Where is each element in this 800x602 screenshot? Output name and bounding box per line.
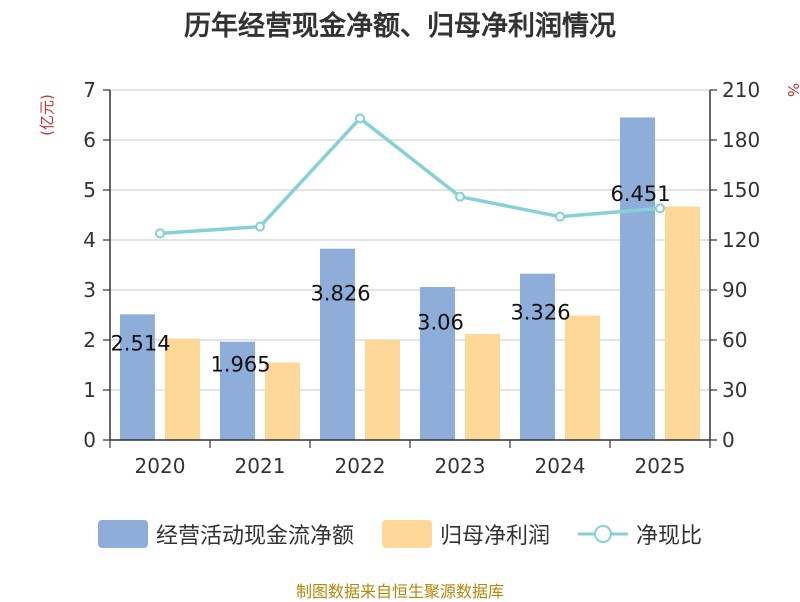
y-right-tick-label: 210: [722, 78, 760, 102]
data-label-cashflow: 2.514: [110, 331, 170, 355]
y-right-tick-label: 150: [722, 178, 760, 202]
y-right-axis-title: %: [784, 83, 800, 97]
bar-profit: [565, 315, 600, 440]
y-left-tick-label: 3: [83, 278, 96, 302]
bar-profit: [165, 338, 200, 440]
data-label-cashflow: 3.06: [417, 311, 464, 335]
y-right-tick-label: 30: [722, 378, 747, 402]
y-right-tick-label: 180: [722, 128, 760, 152]
source-footer: 制图数据来自恒生聚源数据库: [295, 582, 504, 601]
legend-swatch-cashflow: [97, 520, 148, 548]
y-left-tick-label: 1: [83, 378, 96, 402]
y-left-tick-label: 5: [83, 178, 96, 202]
y-right-tick-label: 90: [722, 278, 747, 302]
line-ratio-point: [555, 211, 565, 222]
legend-swatch-ratio: [578, 525, 628, 543]
y-left-tick-label: 0: [83, 428, 96, 452]
data-label-cashflow: 6.451: [610, 182, 670, 206]
bar-cashflow: [320, 248, 355, 440]
x-tick-label: 2023: [435, 454, 486, 478]
x-tick-label: 2020: [135, 454, 186, 478]
bar-cashflow: [620, 117, 655, 440]
data-label-cashflow: 3.326: [510, 301, 570, 325]
x-tick-label: 2024: [535, 454, 586, 478]
chart-title: 历年经营现金净额、归母净利润情况: [184, 11, 616, 42]
y-left-tick-label: 2: [83, 328, 96, 352]
y-left-tick-label: 7: [83, 78, 96, 102]
legend-label-cashflow: 经营活动现金流净额: [155, 524, 354, 549]
bar-profit: [365, 340, 400, 440]
data-label-cashflow: 1.965: [210, 352, 270, 376]
bar-profit: [465, 334, 500, 440]
y-right-tick-label: 60: [722, 328, 747, 352]
bar-cashflow: [420, 287, 455, 440]
line-ratio: [159, 116, 661, 236]
line-ratio-point: [355, 113, 365, 124]
x-tick-label: 2021: [235, 454, 286, 478]
line-ratio-point: [255, 221, 265, 232]
legend-item-profit[interactable]: 归母净利润: [381, 518, 550, 550]
bar-cashflow: [520, 273, 555, 440]
legend-swatch-profit: [381, 520, 432, 548]
y-left-axis-title: (亿元): [38, 94, 56, 136]
y-right-tick-label: 120: [722, 228, 760, 252]
x-tick-label: 2025: [635, 454, 686, 478]
line-ratio-point: [455, 191, 465, 202]
legend-label-ratio: 净现比: [636, 524, 703, 549]
legend-label-profit: 归母净利润: [439, 524, 550, 549]
legend-item-ratio[interactable]: 净现比: [578, 518, 702, 550]
bar-cashflow: [120, 314, 155, 440]
data-label-cashflow: 3.826: [310, 282, 370, 306]
line-ratio-point: [655, 203, 665, 214]
y-left-tick-label: 6: [83, 128, 96, 152]
bar-profit: [665, 206, 700, 440]
bar-profit: [265, 362, 300, 440]
y-left-tick-label: 4: [83, 228, 96, 252]
y-right-tick-label: 0: [722, 428, 735, 452]
line-ratio-point: [155, 228, 165, 239]
legend-item-cashflow[interactable]: 经营活动现金流净额: [97, 518, 354, 550]
x-tick-label: 2022: [335, 454, 386, 478]
bar-cashflow: [220, 341, 255, 440]
chart-legend: 经营活动现金流净额 归母净利润 净现比: [0, 518, 800, 550]
